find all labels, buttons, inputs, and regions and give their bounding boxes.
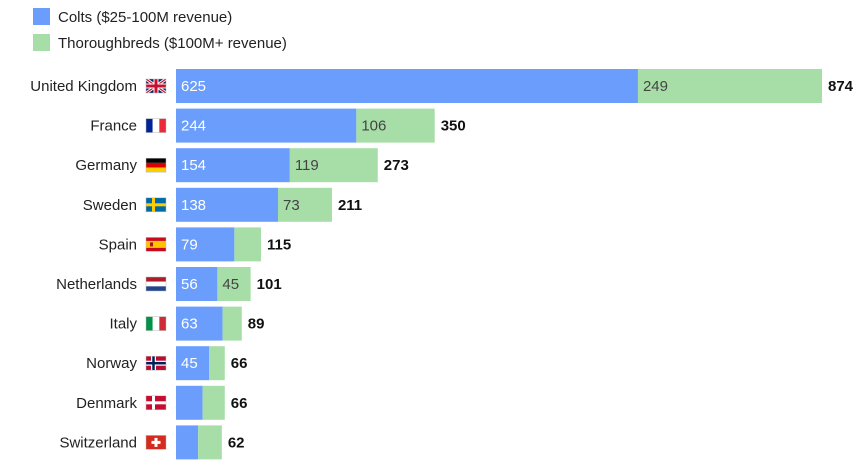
bar-spain-series-1 bbox=[176, 227, 235, 262]
total-label-denmark: 66 bbox=[231, 395, 248, 412]
total-label-italy: 89 bbox=[248, 316, 265, 333]
bar-italy-series-2 bbox=[222, 306, 242, 341]
value-label-united-kingdom-series-1: 625 bbox=[181, 78, 206, 95]
category-label-netherlands: Netherlands bbox=[56, 276, 137, 293]
total-label-spain: 115 bbox=[267, 236, 291, 253]
legend-label-1: Colts ($25-100M revenue) bbox=[58, 9, 232, 26]
uk-flag-icon bbox=[145, 78, 167, 94]
denmark-flag-icon bbox=[145, 395, 167, 411]
category-label-germany: Germany bbox=[75, 157, 137, 174]
value-label-united-kingdom-series-2: 249 bbox=[643, 78, 668, 95]
bar-switzerland-series-2 bbox=[198, 425, 222, 460]
category-label-switzerland: Switzerland bbox=[59, 434, 137, 451]
total-labels: 874 350 273 211 115 101 89 66 66 62 bbox=[228, 78, 854, 451]
bars: 625 249 244 106 154 119 138 73 79 56 45 63 45 bbox=[176, 69, 822, 460]
bar-sweden-series-1 bbox=[176, 187, 278, 222]
total-label-sweden: 211 bbox=[338, 197, 362, 214]
bar-italy-series-1 bbox=[176, 306, 223, 341]
category-label-denmark: Denmark bbox=[76, 395, 137, 412]
netherlands-flag-icon bbox=[145, 276, 167, 292]
bar-denmark-series-2 bbox=[202, 385, 225, 420]
sweden-flag-icon bbox=[145, 197, 167, 213]
value-label-sweden-series-1: 138 bbox=[181, 197, 206, 214]
bar-netherlands-series-1 bbox=[176, 267, 218, 301]
bar-switzerland-series-1 bbox=[176, 425, 199, 460]
category-label-sweden: Sweden bbox=[83, 197, 137, 214]
bar-sweden-series-2 bbox=[278, 187, 332, 222]
value-label-france-series-2: 106 bbox=[361, 118, 386, 135]
value-label-sweden-series-2: 73 bbox=[283, 197, 300, 214]
bar-norway-series-2 bbox=[209, 346, 225, 381]
category-label-france: France bbox=[90, 118, 137, 135]
legend: Colts ($25-100M revenue) Thoroughbreds ($… bbox=[33, 8, 287, 52]
total-label-norway: 66 bbox=[231, 355, 248, 372]
bar-france-series-1 bbox=[176, 108, 357, 143]
spain-flag-icon bbox=[145, 237, 167, 252]
value-label-netherlands-series-2: 45 bbox=[222, 276, 239, 293]
value-label-france-series-1: 244 bbox=[181, 118, 206, 135]
category-label-united-kingdom: United Kingdom bbox=[30, 78, 137, 95]
value-label-italy-series-1: 63 bbox=[181, 316, 198, 333]
bar-norway-series-1 bbox=[176, 346, 210, 381]
value-label-netherlands-series-1: 56 bbox=[181, 276, 198, 293]
category-label-norway: Norway bbox=[86, 355, 137, 372]
switzerland-flag-icon bbox=[145, 435, 167, 450]
germany-flag-icon bbox=[145, 157, 167, 173]
france-flag-icon bbox=[145, 118, 167, 133]
category-label-spain: Spain bbox=[99, 236, 137, 253]
italy-flag-icon bbox=[145, 316, 167, 331]
category-axis: United Kingdom France Germany Sweden Spain Ne… bbox=[30, 78, 167, 451]
legend-label-2: Thoroughbreds ($100M+ revenue) bbox=[58, 35, 287, 52]
value-label-germany-series-2: 119 bbox=[295, 157, 319, 174]
norway-flag-icon bbox=[145, 355, 167, 371]
total-label-united-kingdom: 874 bbox=[828, 78, 854, 95]
bar-denmark-series-1 bbox=[176, 385, 203, 420]
bar-united-kingdom-series-1 bbox=[176, 69, 638, 103]
category-label-italy: Italy bbox=[109, 316, 137, 333]
total-label-switzerland: 62 bbox=[228, 434, 245, 451]
value-label-spain-series-1: 79 bbox=[181, 236, 198, 253]
bar-germany-series-1 bbox=[176, 148, 290, 183]
bar-netherlands-series-2 bbox=[217, 267, 251, 301]
value-label-norway-series-1: 45 bbox=[181, 355, 198, 372]
legend-swatch-1 bbox=[33, 8, 50, 25]
bar-spain-series-2 bbox=[234, 227, 261, 262]
total-label-netherlands: 101 bbox=[257, 276, 282, 293]
bar-germany-series-2 bbox=[289, 148, 378, 183]
bar-france-series-2 bbox=[356, 108, 435, 143]
bar-united-kingdom-series-2 bbox=[637, 69, 822, 103]
legend-swatch-2 bbox=[33, 34, 50, 51]
total-label-germany: 273 bbox=[384, 157, 409, 174]
value-label-germany-series-1: 154 bbox=[181, 157, 206, 174]
total-label-france: 350 bbox=[441, 118, 466, 135]
